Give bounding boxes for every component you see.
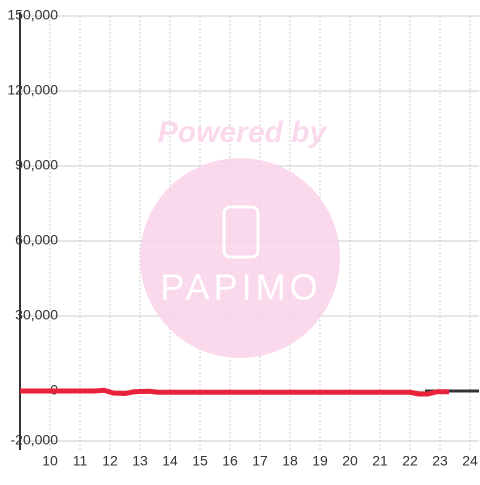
x-tick-label: 24 <box>462 453 478 469</box>
x-tick-label: 20 <box>342 453 358 469</box>
x-tick-label: 16 <box>222 453 238 469</box>
y-tick-label: 60,000 <box>15 232 58 248</box>
y-tick-label: 150,000 <box>7 7 58 23</box>
y-tick-label: 120,000 <box>7 82 58 98</box>
y-tick-label: 90,000 <box>15 157 58 173</box>
watermark-logo: PAPIMO <box>160 267 321 308</box>
x-tick-label: 18 <box>282 453 298 469</box>
x-tick-label: 15 <box>192 453 208 469</box>
x-tick-label: 13 <box>132 453 148 469</box>
x-tick-label: 17 <box>252 453 268 469</box>
x-tick-label: 12 <box>102 453 118 469</box>
y-tick-label: 30,000 <box>15 307 58 323</box>
x-tick-label: 11 <box>73 453 88 469</box>
x-tick-label: 22 <box>402 453 418 469</box>
watermark-icon <box>222 205 260 259</box>
y-tick-label: -20,000 <box>11 432 59 448</box>
x-tick-label: 23 <box>432 453 448 469</box>
x-tick-label: 14 <box>162 453 178 469</box>
x-tick-label: 10 <box>42 453 58 469</box>
watermark: Powered by PAPIMO <box>140 116 340 358</box>
data-line <box>20 387 449 397</box>
watermark-text: Powered by <box>158 116 328 149</box>
x-tick-label: 19 <box>312 453 328 469</box>
x-tick-label: 21 <box>372 453 388 469</box>
